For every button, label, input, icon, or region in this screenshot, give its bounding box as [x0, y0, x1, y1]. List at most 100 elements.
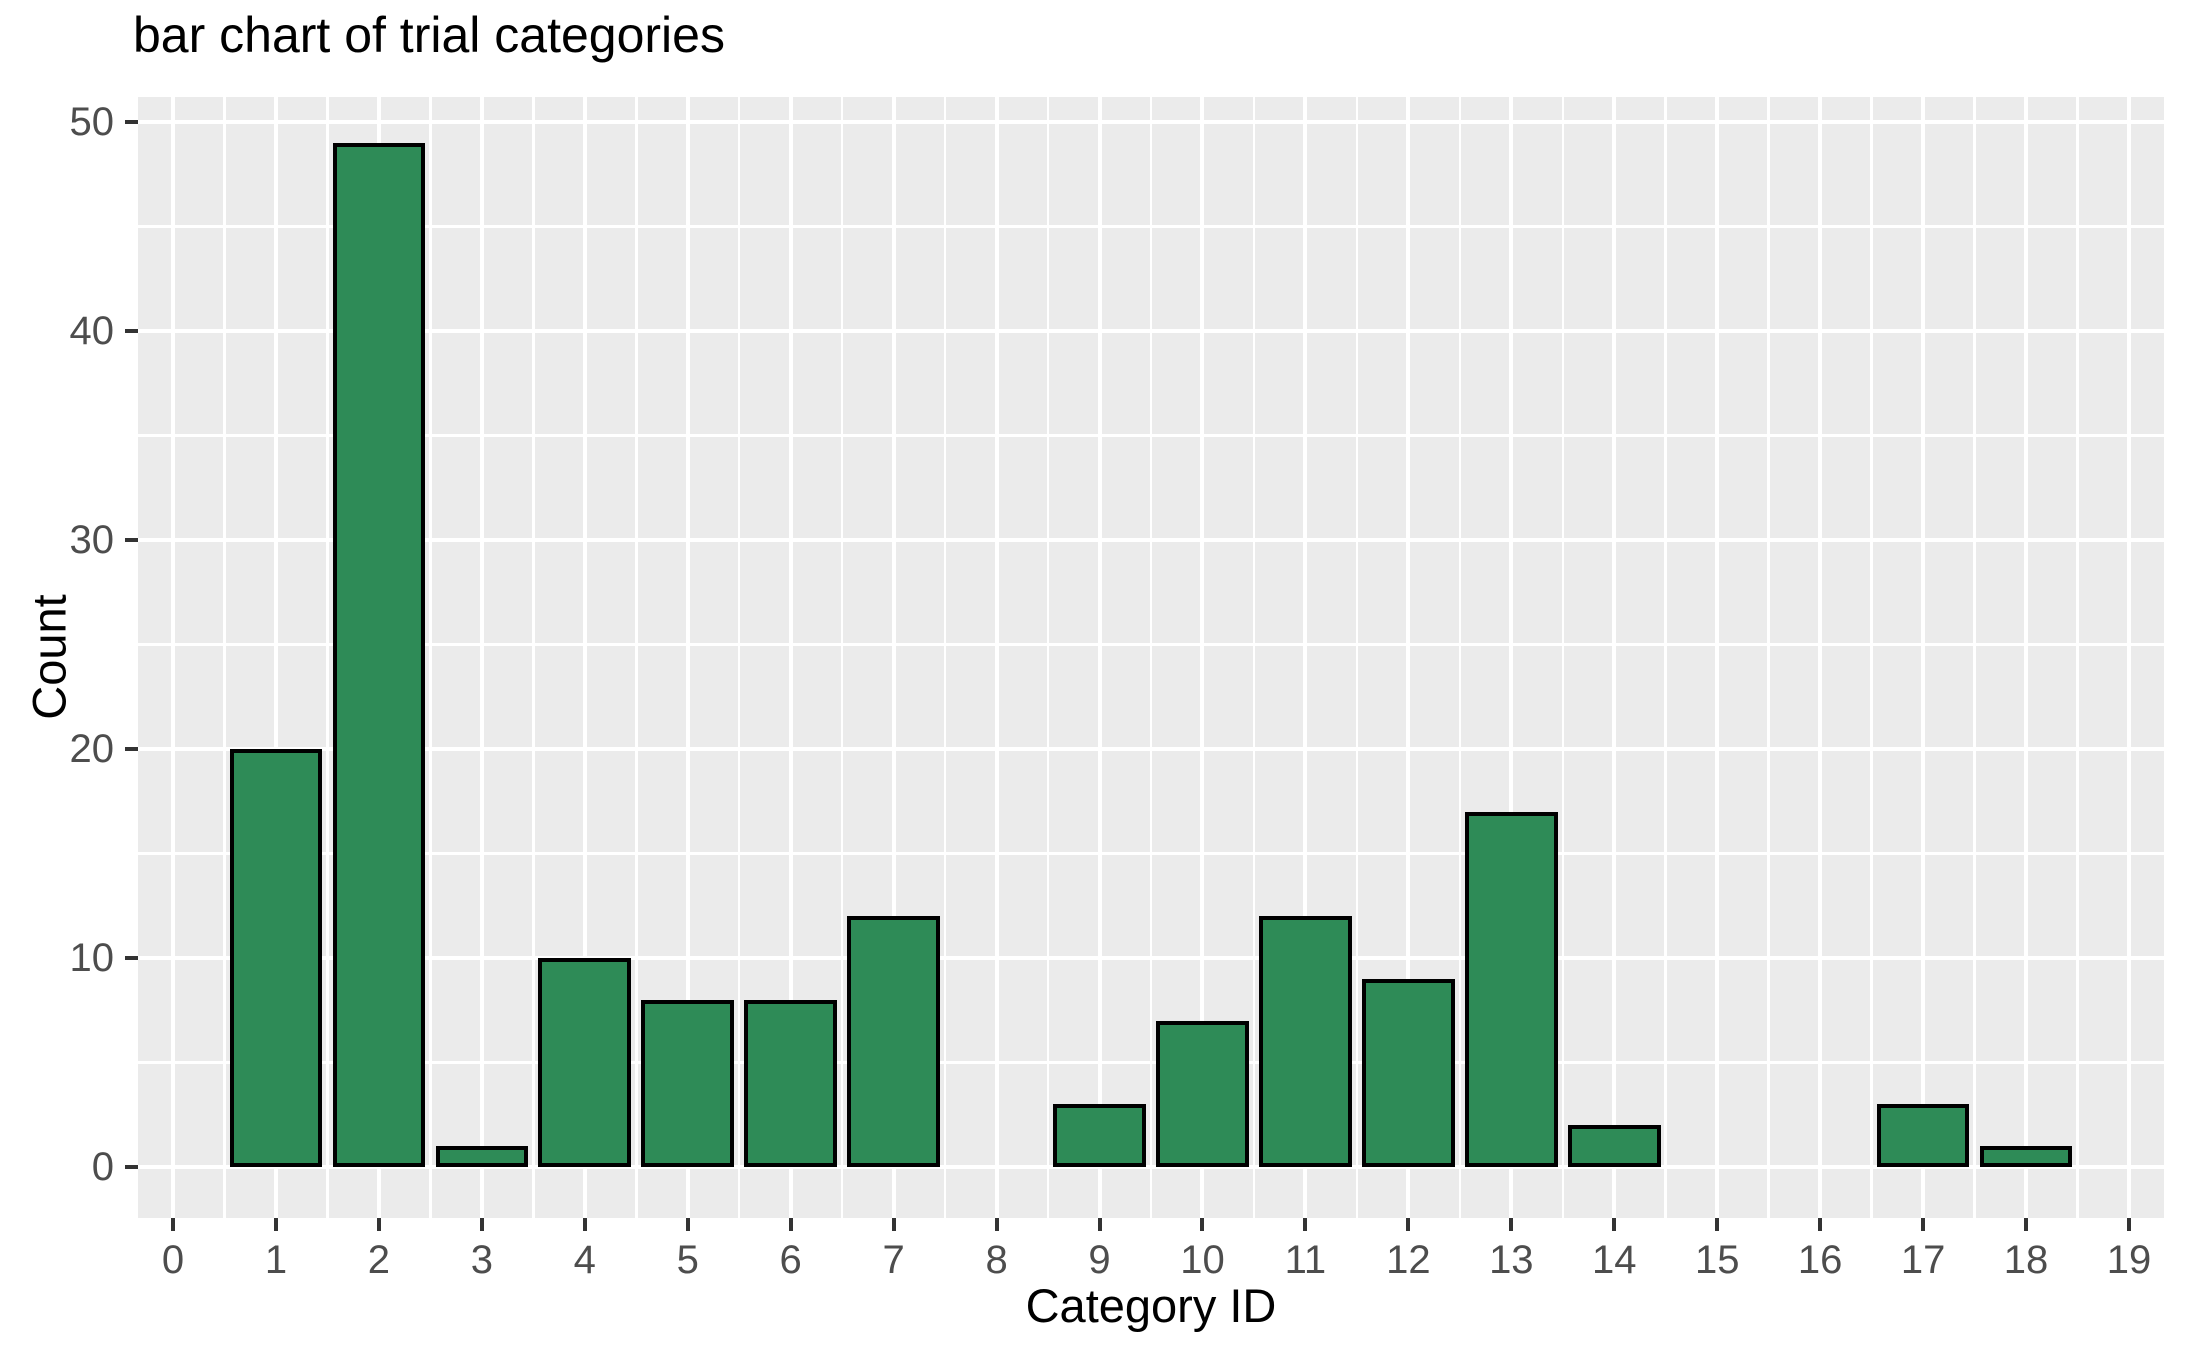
y-tick-mark [125, 747, 138, 751]
x-tick-mark [582, 1218, 587, 1231]
y-major-gridline [138, 1165, 2164, 1169]
y-tick-mark [125, 120, 138, 124]
x-tick-mark [788, 1218, 793, 1231]
y-tick-mark [125, 956, 138, 960]
x-tick-label-15: 15 [1694, 1238, 1740, 1282]
x-minor-gridline [223, 97, 226, 1218]
x-tick-label-14: 14 [1592, 1238, 1637, 1282]
x-major-gridline [1818, 97, 1823, 1218]
y-tick-mark [125, 1165, 138, 1169]
bar-category-5 [641, 999, 735, 1167]
bar-category-11 [1259, 916, 1352, 1167]
x-major-gridline [1200, 97, 1205, 1218]
x-major-gridline [994, 97, 999, 1218]
x-major-gridline [171, 97, 175, 1218]
x-tick-label-10: 10 [1180, 1238, 1225, 1282]
bar-category-9 [1053, 1104, 1146, 1167]
x-major-gridline [1612, 97, 1617, 1218]
bar-category-17 [1876, 1104, 1970, 1167]
x-minor-gridline [737, 97, 741, 1218]
y-major-gridline [138, 329, 2164, 333]
bar-category-7 [847, 916, 940, 1167]
x-minor-gridline [1149, 97, 1153, 1218]
x-major-gridline [273, 97, 278, 1218]
x-major-gridline [1715, 97, 1720, 1218]
x-major-gridline [1509, 97, 1514, 1218]
y-tick-label-0: 0 [91, 1145, 114, 1189]
x-minor-gridline [2076, 97, 2079, 1218]
x-tick-label-16: 16 [1797, 1238, 1843, 1282]
bar-category-6 [744, 999, 837, 1167]
x-major-gridline [2127, 97, 2131, 1218]
bar-category-2 [332, 142, 426, 1167]
x-minor-gridline [635, 97, 638, 1218]
x-major-gridline [1303, 97, 1308, 1218]
chart-title: bar chart of trial categories [133, 7, 725, 63]
x-tick-mark [1818, 1218, 1823, 1231]
x-major-gridline [685, 97, 690, 1218]
bar-category-1 [229, 749, 323, 1167]
x-tick-mark [994, 1218, 999, 1231]
bar-category-3 [435, 1146, 529, 1167]
bar-category-10 [1156, 1020, 1249, 1167]
x-tick-mark [1612, 1218, 1617, 1231]
x-tick-label-18: 18 [2003, 1238, 2049, 1282]
x-tick-label-3: 3 [470, 1238, 493, 1282]
x-tick-label-11: 11 [1284, 1238, 1327, 1282]
x-minor-gridline [1561, 97, 1565, 1218]
x-tick-label-17: 17 [1900, 1238, 1946, 1282]
x-tick-mark [1715, 1218, 1720, 1231]
x-minor-gridline [1664, 97, 1667, 1218]
x-tick-label-5: 5 [676, 1238, 699, 1282]
y-tick-label-40: 40 [69, 309, 115, 353]
x-tick-label-0: 0 [161, 1238, 185, 1282]
x-tick-mark [1406, 1218, 1411, 1231]
bar-category-14 [1567, 1125, 1661, 1167]
x-tick-label-9: 9 [1088, 1238, 1111, 1282]
y-major-gridline [138, 120, 2164, 124]
y-axis-title: Count [22, 594, 76, 720]
x-major-gridline [582, 97, 587, 1218]
bar-category-13 [1464, 811, 1558, 1167]
x-tick-mark [376, 1218, 381, 1231]
x-axis-title: Category ID [1025, 1279, 1277, 1332]
x-minor-gridline [1252, 97, 1256, 1218]
x-tick-mark [171, 1218, 175, 1231]
x-tick-label-8: 8 [985, 1238, 1008, 1282]
y-tick-mark [125, 538, 138, 542]
x-minor-gridline [943, 97, 947, 1218]
x-minor-gridline [1458, 97, 1462, 1218]
bar-category-4 [538, 958, 632, 1167]
y-tick-label-30: 30 [69, 518, 115, 562]
plot-panel [138, 97, 2164, 1218]
x-minor-gridline [532, 97, 535, 1218]
y-tick-label-20: 20 [69, 727, 115, 771]
x-tick-mark [891, 1218, 896, 1231]
x-minor-gridline [1767, 97, 1770, 1218]
x-tick-mark [685, 1218, 690, 1231]
x-minor-gridline [1355, 97, 1359, 1218]
y-major-gridline [138, 747, 2164, 751]
x-tick-mark [1303, 1218, 1308, 1231]
x-tick-label-13: 13 [1489, 1238, 1534, 1282]
x-major-gridline [1406, 97, 1411, 1218]
x-tick-mark [1921, 1218, 1926, 1231]
y-major-gridline [138, 956, 2164, 960]
x-tick-mark [1509, 1218, 1514, 1231]
x-minor-gridline [840, 97, 844, 1218]
x-major-gridline [1921, 97, 1926, 1218]
x-major-gridline [2024, 97, 2029, 1218]
x-major-gridline [1097, 97, 1102, 1218]
x-tick-mark [1097, 1218, 1102, 1231]
x-tick-mark [2127, 1218, 2131, 1231]
y-major-gridline [138, 538, 2164, 542]
x-minor-gridline [1870, 97, 1873, 1218]
x-minor-gridline [1046, 97, 1050, 1218]
bar-category-18 [1979, 1146, 2073, 1167]
x-tick-mark [1200, 1218, 1205, 1231]
y-tick-mark [125, 329, 138, 333]
x-minor-gridline [429, 97, 432, 1218]
x-tick-label-2: 2 [367, 1238, 391, 1282]
x-tick-label-7: 7 [882, 1238, 905, 1282]
